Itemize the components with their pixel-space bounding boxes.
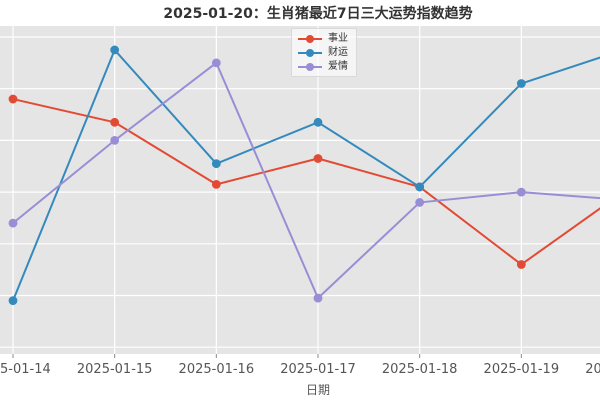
x-tick-label: 2025-01-20 xyxy=(585,362,600,377)
legend-label: 财运 xyxy=(328,46,348,58)
series-marker-love xyxy=(313,293,323,303)
series-marker-wealth xyxy=(313,117,323,127)
legend-marker-love-icon xyxy=(298,62,322,72)
series-marker-wealth xyxy=(110,45,120,55)
x-tick-label: 2025-01-17 xyxy=(280,362,356,377)
series-marker-love xyxy=(110,136,120,145)
x-axis-label: 日期 xyxy=(305,383,331,397)
x-tick-label: 2025-01-19 xyxy=(483,362,560,377)
chart-title: 2025-01-20：生肖猪最近7日三大运势指数趋势 xyxy=(163,6,473,22)
series-marker-career xyxy=(313,154,323,163)
legend-item-wealth: 财运 xyxy=(298,47,348,58)
series-marker-love xyxy=(8,218,18,228)
series-marker-wealth xyxy=(211,159,221,169)
legend: 事业 财运 爱情 xyxy=(291,28,357,77)
plot-area xyxy=(0,26,600,358)
series-marker-love xyxy=(415,198,425,207)
legend-item-career: 事业 xyxy=(298,33,348,44)
legend-marker-career-icon xyxy=(298,34,322,44)
x-tick-label: 2025-01-14 xyxy=(0,362,51,377)
x-tick-label: 2025-01-18 xyxy=(381,362,458,377)
legend-dot xyxy=(306,62,314,71)
series-marker-career xyxy=(110,117,120,127)
legend-dot xyxy=(306,48,314,57)
legend-item-love: 爱情 xyxy=(298,61,348,72)
series-marker-wealth xyxy=(8,296,18,306)
series-marker-love xyxy=(211,58,221,68)
series-marker-career xyxy=(211,179,221,189)
series-marker-love xyxy=(516,187,526,197)
x-tick-label: 2025-01-15 xyxy=(76,362,153,377)
x-tick-label: 2025-01-16 xyxy=(178,362,255,377)
plot-background xyxy=(0,26,600,354)
legend-dot xyxy=(306,34,314,43)
series-marker-career xyxy=(8,94,18,104)
series-marker-wealth xyxy=(516,79,526,88)
legend-marker-wealth-icon xyxy=(298,48,322,58)
series-marker-wealth xyxy=(415,182,425,192)
series-marker-career xyxy=(516,260,526,269)
legend-label: 爱情 xyxy=(328,60,348,72)
legend-label: 事业 xyxy=(328,32,348,44)
